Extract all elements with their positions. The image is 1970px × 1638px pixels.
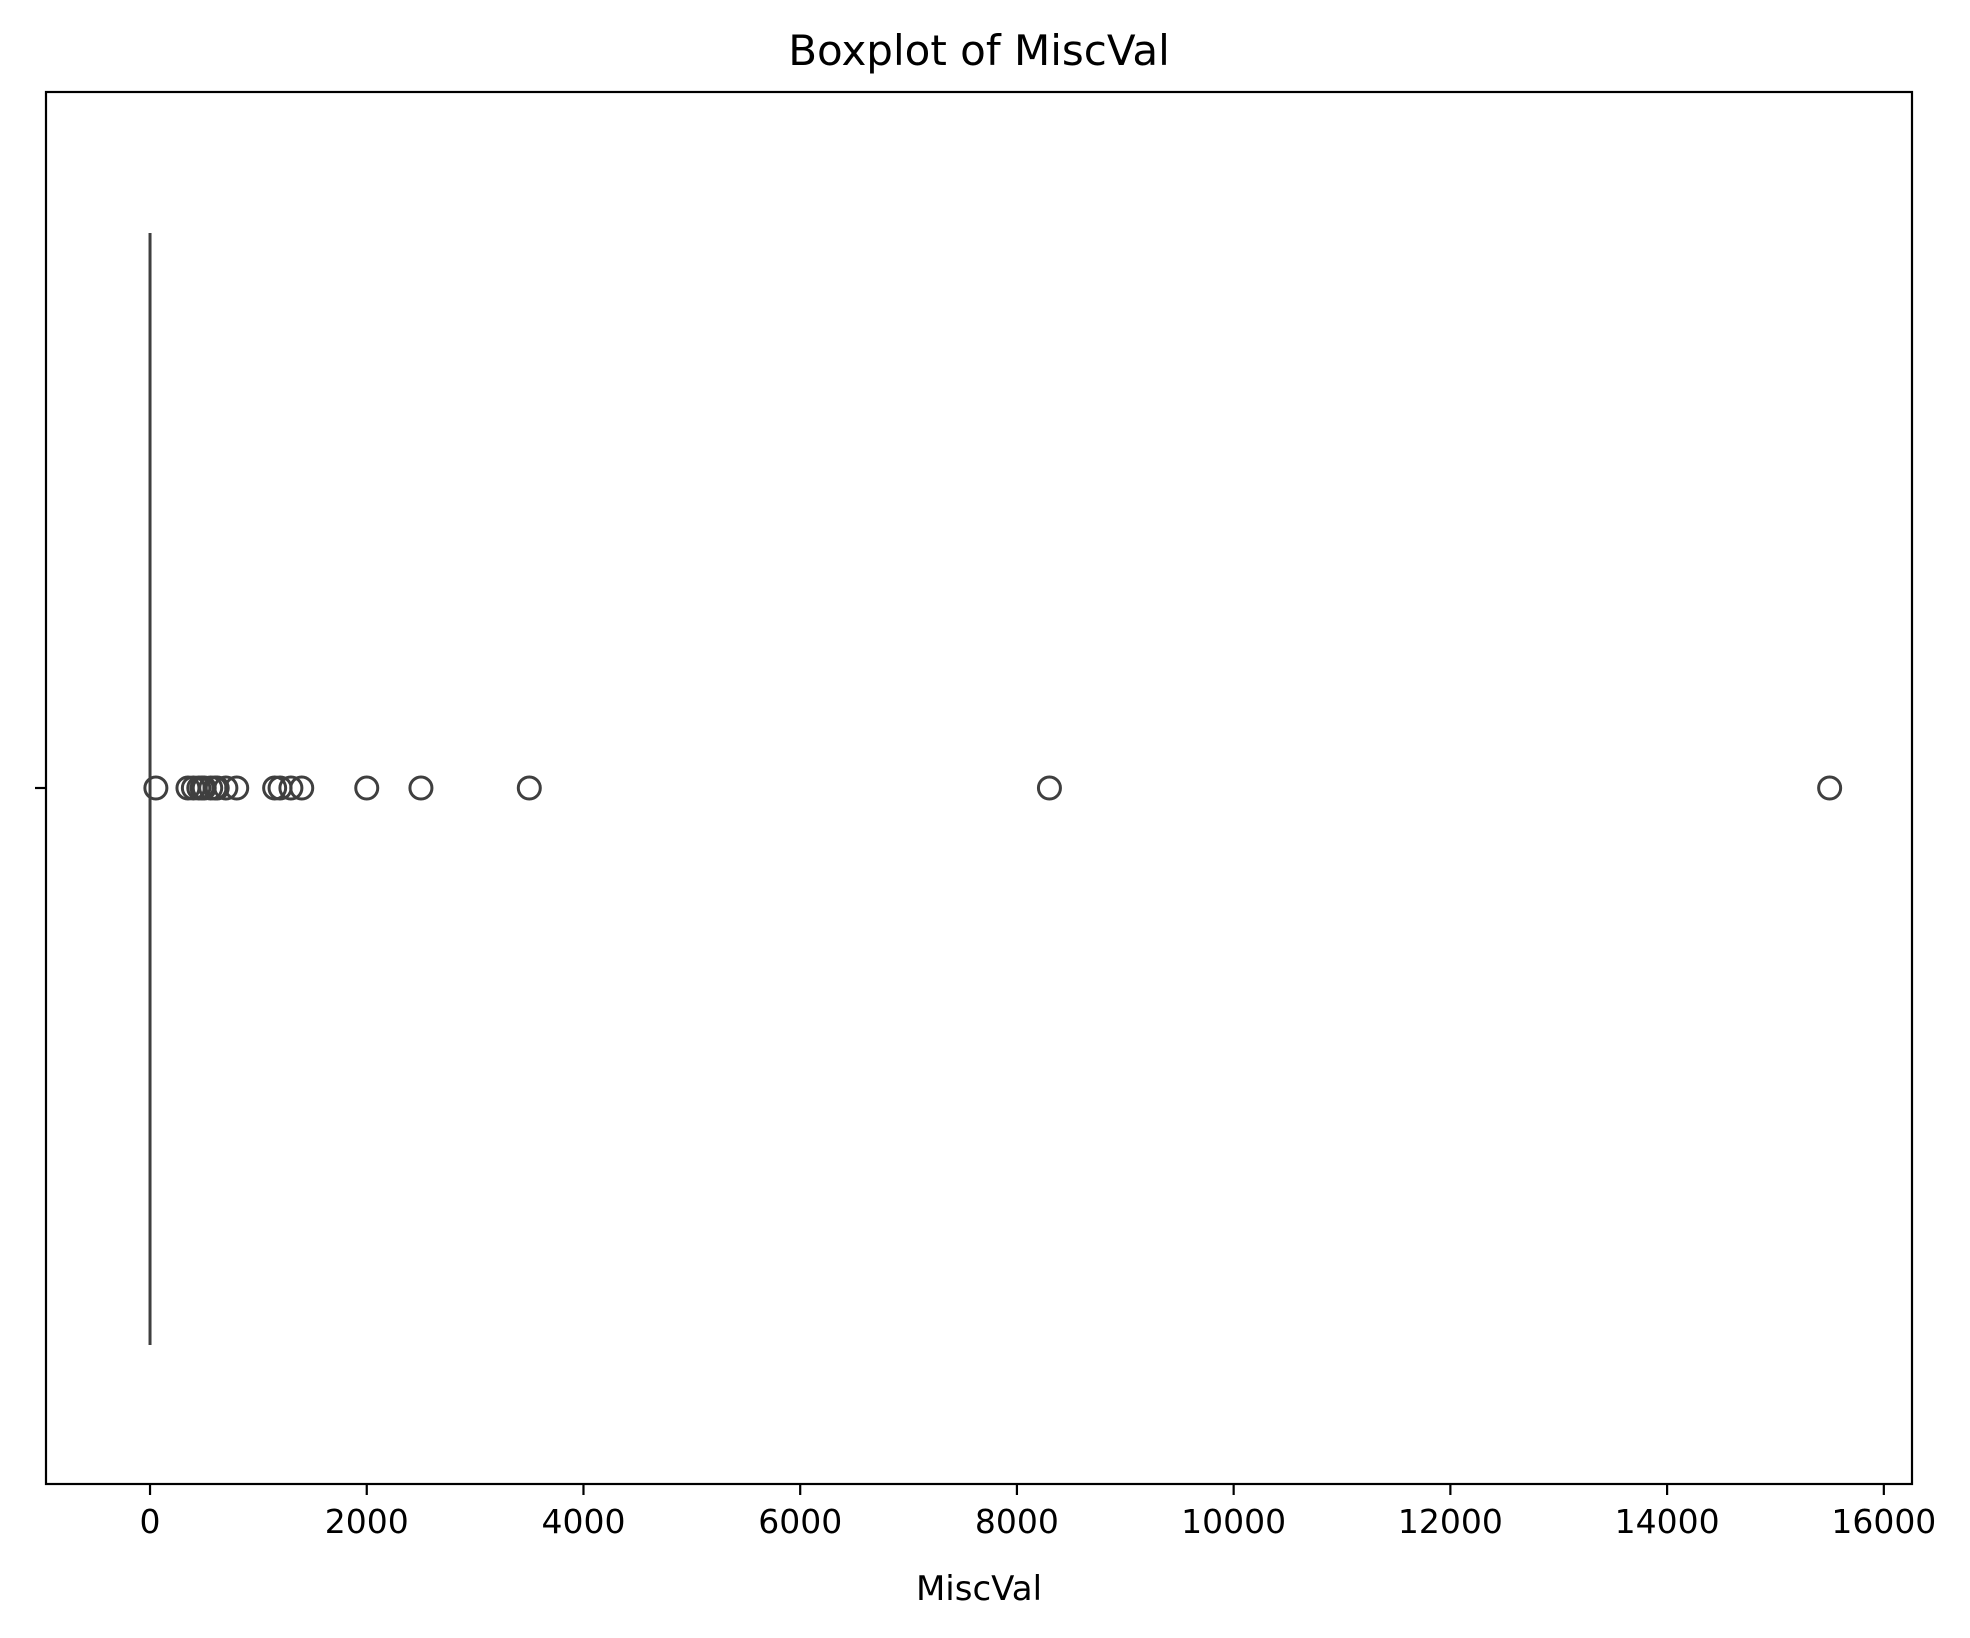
- outlier-point: [1817, 775, 1843, 801]
- x-axis-ticks: 0 2000 4000 6000 8000 10000 12000 14000 16000: [140, 1484, 1936, 1541]
- x-tick-label: 12000: [1398, 1502, 1503, 1541]
- x-tick-label: 10000: [1181, 1502, 1286, 1541]
- x-tick-label: 16000: [1831, 1502, 1936, 1541]
- outlier-point: [213, 775, 239, 801]
- x-tick-label: 0: [140, 1502, 161, 1541]
- x-tick-label: 4000: [541, 1502, 625, 1541]
- x-tick-label: 8000: [975, 1502, 1059, 1541]
- outlier-point: [289, 775, 315, 801]
- outlier-point: [354, 775, 380, 801]
- outlier-point: [204, 775, 230, 801]
- outlier-point: [408, 775, 434, 801]
- outlier-point: [278, 775, 304, 801]
- x-tick-label: 6000: [758, 1502, 842, 1541]
- x-tick-label: 14000: [1615, 1502, 1720, 1541]
- x-tick-label: 2000: [325, 1502, 409, 1541]
- outlier-point: [224, 775, 250, 801]
- outlier-point: [1036, 775, 1062, 801]
- outlier-point: [143, 775, 169, 801]
- outlier-point: [516, 775, 542, 801]
- x-axis-label: MiscVal: [916, 1569, 1042, 1609]
- plot-layer: [143, 233, 1843, 1345]
- chart-title: Boxplot of MiscVal: [788, 26, 1170, 75]
